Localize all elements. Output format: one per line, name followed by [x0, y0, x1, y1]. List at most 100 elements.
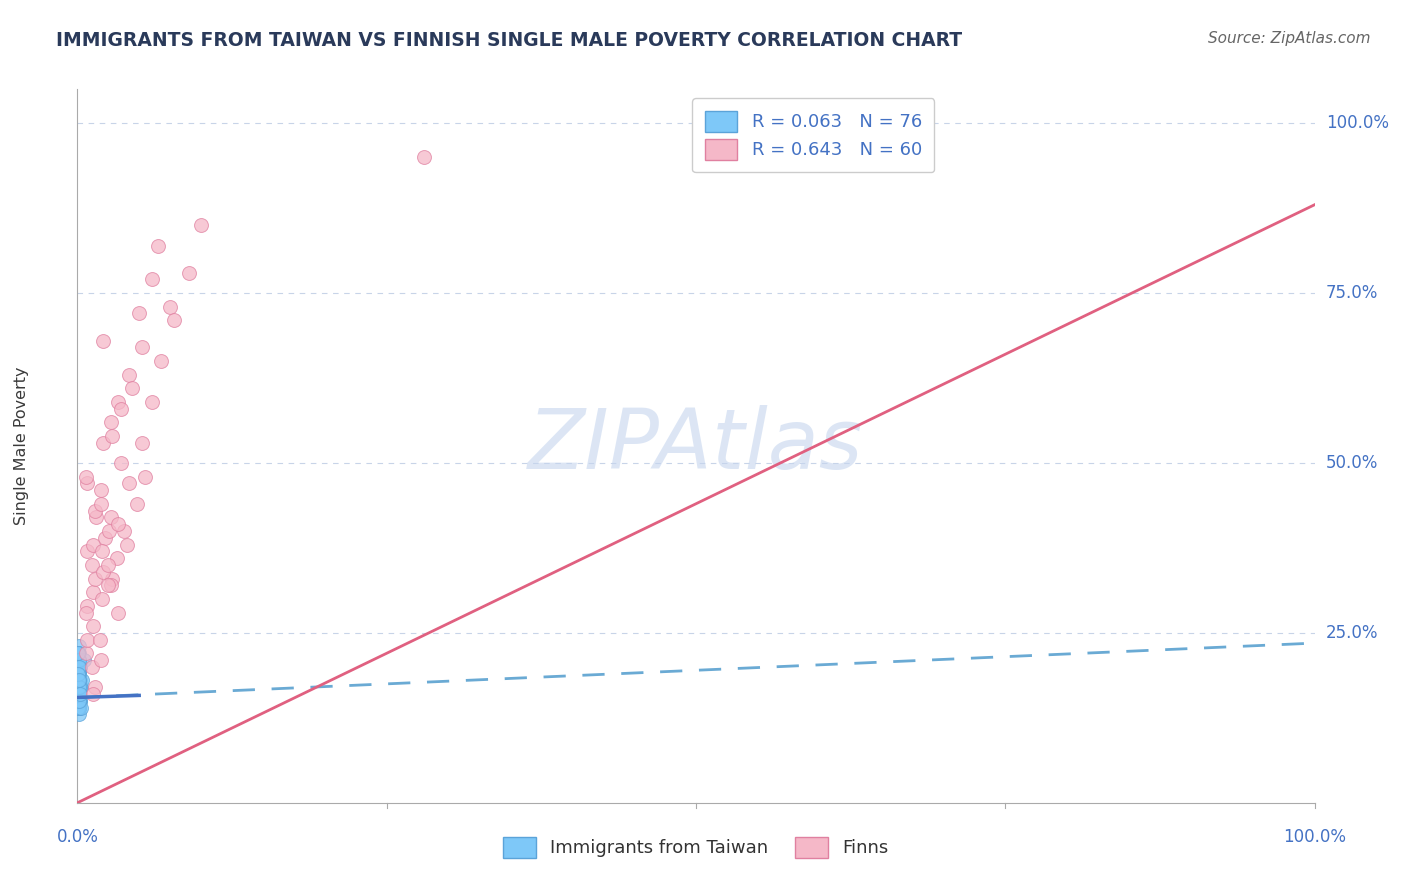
Point — [76, 599, 98, 613]
Point — [67, 700, 90, 714]
Point — [67, 687, 90, 701]
Point — [67, 660, 90, 674]
Point — [83, 503, 105, 517]
Point — [134, 469, 156, 483]
Point — [67, 666, 90, 681]
Point — [159, 300, 181, 314]
Point — [115, 537, 138, 551]
Point — [105, 551, 128, 566]
Point — [150, 354, 173, 368]
Point — [69, 660, 91, 674]
Point — [66, 653, 89, 667]
Point — [67, 694, 90, 708]
Text: 50.0%: 50.0% — [1326, 454, 1378, 472]
Point — [67, 653, 90, 667]
Point — [82, 660, 104, 674]
Text: 25.0%: 25.0% — [1326, 624, 1378, 642]
Point — [93, 531, 115, 545]
Point — [69, 687, 91, 701]
Text: 100.0%: 100.0% — [1284, 828, 1346, 846]
Point — [67, 666, 90, 681]
Point — [66, 666, 89, 681]
Text: ZIPAtlas: ZIPAtlas — [529, 406, 863, 486]
Text: 100.0%: 100.0% — [1326, 114, 1389, 132]
Point — [83, 572, 105, 586]
Point — [69, 680, 91, 694]
Point — [121, 381, 143, 395]
Point — [83, 680, 105, 694]
Point — [67, 673, 90, 688]
Point — [146, 238, 169, 252]
Point — [67, 666, 90, 681]
Point — [66, 680, 89, 694]
Point — [67, 687, 90, 701]
Point — [67, 694, 90, 708]
Point — [67, 700, 90, 714]
Point — [67, 680, 90, 694]
Point — [112, 524, 135, 538]
Point — [70, 680, 93, 694]
Point — [66, 653, 89, 667]
Point — [67, 653, 90, 667]
Point — [90, 483, 112, 498]
Point — [190, 218, 212, 232]
Point — [110, 401, 132, 416]
Point — [107, 606, 129, 620]
Point — [66, 680, 89, 694]
Point — [76, 476, 98, 491]
Point — [66, 666, 89, 681]
Text: Source: ZipAtlas.com: Source: ZipAtlas.com — [1208, 31, 1371, 46]
Point — [67, 700, 90, 714]
Point — [90, 497, 112, 511]
Point — [69, 680, 91, 694]
Point — [67, 673, 90, 688]
Point — [128, 306, 150, 320]
Point — [66, 660, 89, 674]
Point — [98, 524, 121, 538]
Point — [412, 150, 434, 164]
Point — [66, 646, 89, 660]
Text: 0.0%: 0.0% — [56, 828, 98, 846]
Point — [76, 632, 98, 647]
Point — [107, 394, 129, 409]
Point — [91, 544, 114, 558]
Point — [125, 497, 148, 511]
Point — [66, 700, 89, 714]
Point — [66, 694, 89, 708]
Point — [67, 660, 90, 674]
Point — [97, 578, 120, 592]
Point — [91, 435, 114, 450]
Point — [69, 694, 91, 708]
Point — [67, 680, 90, 694]
Point — [82, 585, 104, 599]
Point — [67, 694, 90, 708]
Point — [110, 456, 132, 470]
Point — [177, 266, 200, 280]
Point — [67, 687, 90, 701]
Point — [97, 558, 120, 572]
Point — [66, 646, 89, 660]
Point — [75, 646, 97, 660]
Point — [66, 646, 89, 660]
Point — [67, 687, 90, 701]
Point — [101, 429, 124, 443]
Point — [70, 700, 93, 714]
Point — [66, 660, 89, 674]
Point — [72, 673, 94, 688]
Point — [67, 687, 90, 701]
Point — [100, 415, 122, 429]
Text: IMMIGRANTS FROM TAIWAN VS FINNISH SINGLE MALE POVERTY CORRELATION CHART: IMMIGRANTS FROM TAIWAN VS FINNISH SINGLE… — [56, 31, 962, 50]
Point — [118, 368, 141, 382]
Point — [67, 687, 90, 701]
Point — [72, 653, 94, 667]
Text: Single Male Poverty: Single Male Poverty — [14, 367, 30, 525]
Point — [66, 687, 89, 701]
Point — [82, 537, 104, 551]
Point — [66, 646, 89, 660]
Point — [67, 673, 90, 688]
Point — [67, 687, 90, 701]
Point — [67, 653, 90, 667]
Point — [76, 544, 98, 558]
Point — [84, 510, 107, 524]
Point — [66, 666, 89, 681]
